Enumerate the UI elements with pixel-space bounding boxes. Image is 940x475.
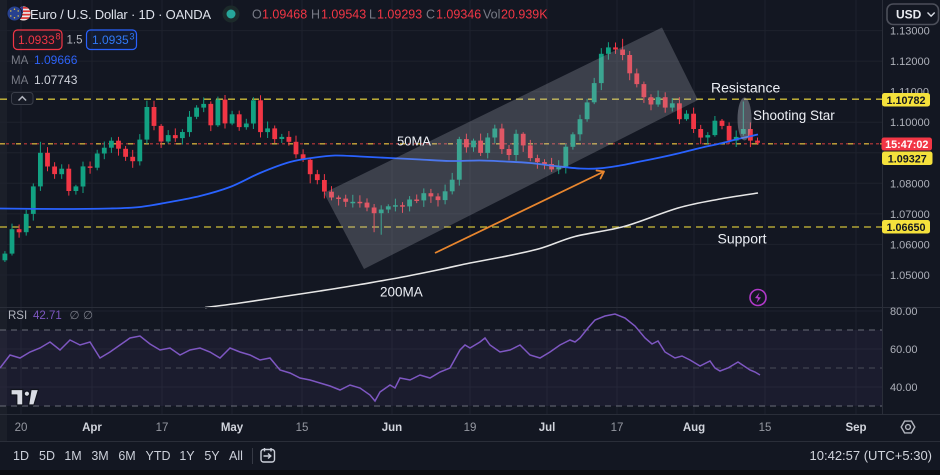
svg-text:Jul: Jul [539,422,556,434]
svg-text:∅: ∅ [70,310,80,322]
svg-text:RSI: RSI [8,310,27,322]
svg-text:∅: ∅ [83,310,93,322]
svg-text:May: May [221,422,244,434]
svg-text:10:42:57 (UTC+5:30): 10:42:57 (UTC+5:30) [810,448,932,463]
svg-text:1D: 1D [13,449,29,463]
svg-text:3: 3 [130,32,135,42]
svg-text:15: 15 [296,422,309,434]
svg-text:MA: MA [11,75,29,87]
svg-text:80.00: 80.00 [890,306,918,318]
svg-text:1.5: 1.5 [67,35,83,47]
svg-text:20: 20 [15,422,28,434]
svg-text:8: 8 [56,32,61,42]
svg-text:1M: 1M [64,449,81,463]
svg-text:50MA: 50MA [397,134,431,149]
svg-text:5D: 5D [39,449,55,463]
svg-text:1.12000: 1.12000 [890,56,930,68]
svg-text:17: 17 [611,422,624,434]
svg-text:Vol: Vol [483,8,500,22]
svg-text:1.09468: 1.09468 [262,8,307,22]
svg-text:3M: 3M [91,449,108,463]
svg-text:1.06000: 1.06000 [890,239,930,251]
svg-text:Apr: Apr [82,422,102,434]
svg-text:1.09346: 1.09346 [436,8,481,22]
svg-text:1.08000: 1.08000 [890,178,930,190]
svg-text:17: 17 [156,422,169,434]
svg-text:1.09543: 1.09543 [321,8,366,22]
svg-text:1.13000: 1.13000 [890,26,930,38]
svg-text:Sep: Sep [845,422,866,434]
svg-text:Aug: Aug [683,422,705,434]
svg-text:1.07743: 1.07743 [34,73,78,87]
svg-text:1.10000: 1.10000 [890,117,930,129]
svg-text:Resistance: Resistance [711,80,780,96]
svg-text:Shooting Star: Shooting Star [753,108,835,123]
svg-text:All: All [229,449,243,463]
svg-text:1.09666: 1.09666 [34,53,78,67]
svg-text:Support: Support [718,231,767,247]
svg-text:H: H [311,8,320,22]
svg-text:Jun: Jun [382,422,402,434]
svg-text:O: O [252,8,262,22]
svg-text:1.06650: 1.06650 [886,222,925,234]
svg-text:Euro / U.S. Dollar · 1D · OAND: Euro / U.S. Dollar · 1D · OANDA [30,7,211,22]
svg-text:MA: MA [11,55,29,67]
svg-text:YTD: YTD [146,449,171,463]
svg-text:1.0935: 1.0935 [92,33,129,47]
svg-text:C: C [426,8,435,22]
svg-text:40.00: 40.00 [890,382,918,394]
svg-text:19: 19 [464,422,477,434]
svg-text:1Y: 1Y [179,449,195,463]
svg-text:15:47:02: 15:47:02 [885,139,928,151]
svg-text:1.0933: 1.0933 [18,33,55,47]
svg-text:20.939K: 20.939K [501,8,548,22]
svg-text:1.09293: 1.09293 [377,8,422,22]
svg-text:1.07000: 1.07000 [890,209,930,221]
svg-text:60.00: 60.00 [890,344,918,356]
svg-text:200MA: 200MA [380,285,423,300]
svg-text:1.05000: 1.05000 [890,270,930,282]
svg-text:USD: USD [896,8,922,22]
svg-text:6M: 6M [118,449,135,463]
svg-text:1.09327: 1.09327 [888,153,927,165]
svg-text:5Y: 5Y [204,449,220,463]
svg-text:15: 15 [759,422,772,434]
svg-text:42.71: 42.71 [33,310,62,322]
svg-text:1.10782: 1.10782 [886,95,925,107]
svg-text:L: L [369,8,376,22]
